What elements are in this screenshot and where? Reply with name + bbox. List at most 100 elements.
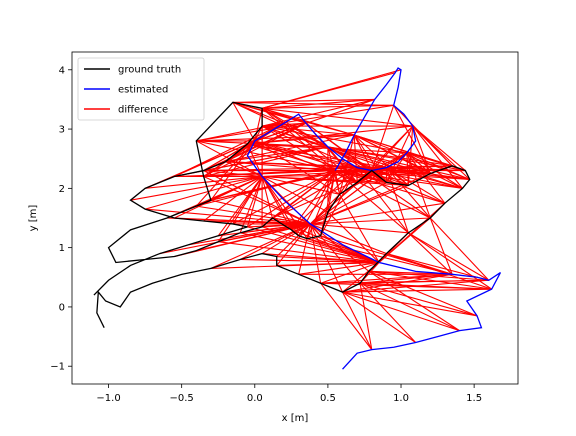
difference-segment [247, 170, 336, 228]
difference-segment [174, 176, 263, 219]
difference-segment [247, 143, 387, 169]
difference-segment [174, 170, 336, 178]
difference-segment [159, 223, 311, 255]
difference-segment [310, 202, 445, 225]
difference-segment [276, 261, 380, 266]
legend-label: ground truth [118, 65, 181, 76]
difference-segment [429, 217, 453, 275]
difference-segment [320, 170, 336, 236]
difference-segment [342, 291, 373, 350]
x-tick-label: −0.5 [170, 393, 194, 404]
difference-segment [327, 146, 387, 183]
legend-label: difference [118, 105, 168, 116]
difference-segment [203, 146, 329, 178]
difference-segment [261, 69, 402, 109]
difference-segment [385, 152, 408, 183]
difference-segment [203, 175, 311, 225]
difference-segment [368, 270, 478, 317]
legend-box [77, 57, 205, 121]
difference-segment [232, 102, 256, 142]
difference-segment [306, 170, 336, 239]
difference-segment [272, 167, 387, 219]
difference-segment [261, 176, 292, 231]
y-axis-ticks: −1 0 1 2 3 4 [50, 65, 72, 373]
difference-segment [261, 226, 380, 263]
difference-segment [232, 176, 263, 225]
difference-segment [310, 181, 387, 225]
difference-segment [261, 107, 355, 136]
difference-segment [254, 108, 263, 142]
ground-truth-line [93, 101, 471, 328]
difference-segment [232, 170, 336, 225]
difference-segment [262, 175, 358, 183]
difference-segment [412, 125, 431, 174]
difference-segment [371, 105, 395, 171]
y-tick-label: 2 [59, 184, 65, 195]
x-tick-label: 0.0 [247, 393, 263, 404]
difference-segment [298, 261, 380, 275]
difference-segment [408, 232, 490, 281]
difference-segment [378, 202, 446, 263]
difference-segment [203, 170, 263, 178]
difference-segment [218, 223, 311, 237]
difference-segment [262, 172, 431, 178]
difference-segments [130, 69, 492, 350]
difference-segment [262, 107, 413, 127]
plot-frame [71, 51, 519, 385]
difference-segment [353, 134, 387, 183]
legend-label: estimated [118, 85, 168, 96]
difference-segment [240, 258, 380, 264]
y-tick-label: 4 [59, 65, 65, 76]
difference-segment [130, 175, 263, 201]
difference-segment [291, 229, 380, 263]
difference-segment [320, 235, 453, 275]
difference-segment [335, 170, 446, 204]
difference-segment [225, 134, 355, 163]
difference-segment [339, 134, 355, 195]
difference-segment [359, 282, 460, 332]
difference-segment [339, 167, 387, 195]
difference-segment [356, 125, 414, 183]
y-tick-label: 0 [59, 302, 65, 313]
y-axis-label: y [m] [28, 205, 39, 232]
difference-segment [261, 125, 336, 172]
difference-segment [360, 273, 453, 284]
difference-segment [407, 126, 414, 186]
difference-segment [310, 217, 431, 225]
difference-segment [196, 205, 311, 225]
difference-segment [262, 98, 375, 109]
difference-segment [320, 261, 380, 284]
difference-segment [309, 223, 322, 284]
difference-segment [342, 291, 478, 317]
difference-segment [203, 140, 256, 172]
difference-segment [406, 152, 453, 167]
difference-segment [368, 270, 492, 290]
difference-segment [203, 176, 263, 222]
difference-segment [203, 122, 307, 172]
difference-segment [309, 223, 322, 237]
difference-segment [261, 107, 285, 124]
difference-segment [203, 167, 358, 172]
difference-segment [342, 291, 460, 332]
difference-segment [261, 98, 375, 127]
x-tick-label: 0.5 [320, 393, 336, 404]
difference-segment [272, 167, 358, 219]
difference-segment [342, 291, 416, 343]
difference-segment [327, 146, 470, 181]
difference-segment [247, 223, 311, 228]
difference-segment [262, 104, 394, 109]
difference-segment [353, 134, 431, 175]
difference-segment [203, 170, 311, 225]
difference-segment [429, 217, 490, 281]
difference-segment [386, 167, 409, 186]
difference-segment [210, 199, 311, 225]
difference-segment [217, 176, 263, 237]
difference-segment [225, 146, 328, 163]
difference-segment [247, 226, 380, 263]
x-axis-ticks: −1.0 −0.5 0.0 0.5 1.0 1.5 [96, 384, 482, 404]
difference-segment [232, 98, 375, 103]
difference-segment [368, 270, 489, 281]
x-tick-label: −1.0 [96, 393, 120, 404]
difference-segment [276, 255, 380, 264]
